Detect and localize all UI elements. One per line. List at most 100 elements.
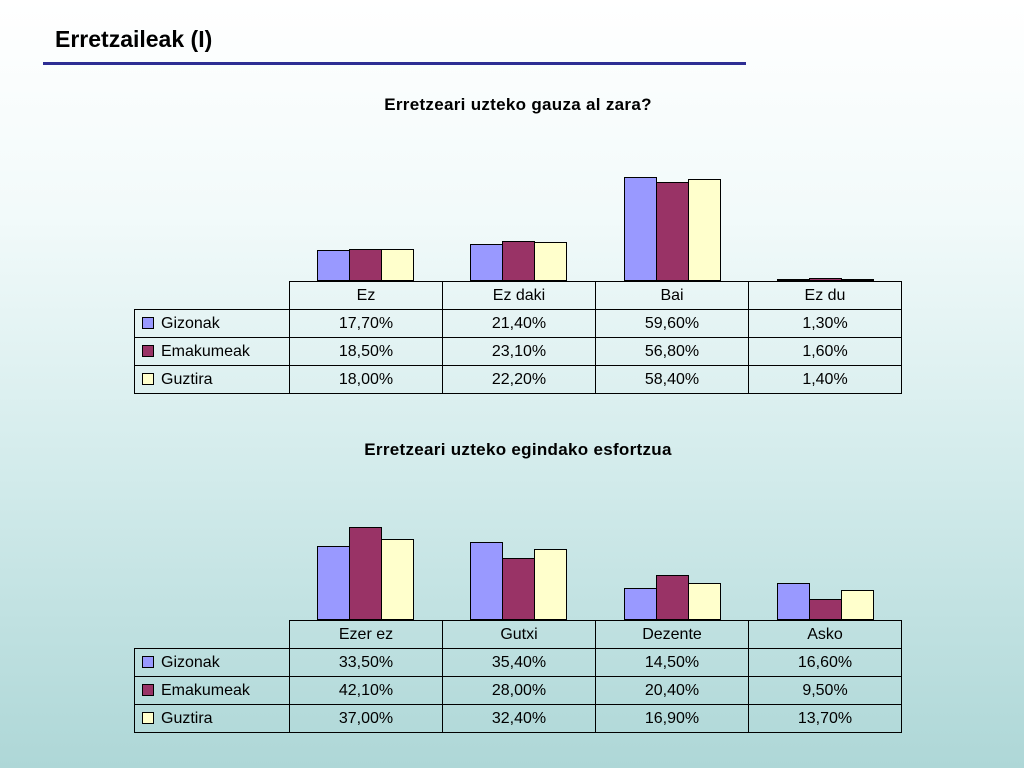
table-corner-cell [135, 282, 290, 310]
legend-swatch-guztira-icon [142, 711, 154, 724]
bar-group-bai [596, 177, 749, 281]
data-table: Ez Ez daki Bai Ez du Gizonak 17,70% 21,40% 59,6… [134, 281, 902, 394]
bar-gizonak-ez [317, 250, 351, 281]
bar-group-asko [749, 583, 902, 620]
series-name: Gizonak [161, 314, 220, 332]
legend-cell: Gizonak [134, 648, 290, 677]
table-row: Emakumeak 42,10% 28,00% 20,40% 9,50% [134, 676, 902, 705]
table-value-cell: 18,00% [289, 365, 443, 394]
chart-title: Erretzeari uzteko gauza al zara? [384, 95, 652, 114]
chart-title: Erretzeari uzteko egindako esfortzua [364, 440, 672, 459]
legend-swatch-emakumeak-icon [142, 344, 154, 357]
table-value-cell: 35,40% [442, 648, 596, 677]
table-value-cell: 1,30% [748, 309, 902, 338]
table-value-cell: 23,10% [442, 337, 596, 366]
table-value-cell: 28,00% [442, 676, 596, 705]
bar-guztira-ez-daki [534, 242, 568, 281]
table-value-cell: 22,20% [442, 365, 596, 394]
bar-gizonak-gutxi [470, 542, 504, 620]
bar-guztira-dezente [687, 583, 721, 620]
table-value-cell: 56,80% [595, 337, 749, 366]
page-title: Erretzaileak (I) [55, 26, 213, 52]
legend-cell: Emakumeak [134, 337, 290, 366]
bar-guztira-gutxi [534, 549, 568, 620]
bar-emakumeak-gutxi [502, 558, 536, 620]
table-row: Guztira 37,00% 32,40% 16,90% 13,70% [134, 704, 902, 733]
bar-emakumeak-ez-daki [502, 241, 536, 281]
table-value-cell: 32,40% [442, 704, 596, 733]
chart-data-table: Ezer ez Gutxi Dezente Asko Gizonak 33,50% 35,4… [134, 620, 902, 733]
table-corner-cell [135, 621, 290, 649]
legend-cell: Guztira [134, 704, 290, 733]
legend-swatch-gizonak-icon [142, 316, 154, 329]
bar-emakumeak-dezente [655, 575, 689, 620]
bar-gizonak-asko [776, 583, 810, 620]
table-value-cell: 21,40% [442, 309, 596, 338]
table-row: Gizonak 17,70% 21,40% 59,60% 1,30% [134, 309, 902, 338]
table-value-cell: 9,50% [748, 676, 902, 705]
chart-data-table: Ez Ez daki Bai Ez du Gizonak 17,70% 21,40% 59,6… [134, 281, 902, 394]
table-header-cell: Ez daki [442, 281, 596, 310]
chart-quit-effort: Erretzeari uzteko egindako esfortzua Eze… [134, 440, 902, 733]
table-value-cell: 17,70% [289, 309, 443, 338]
bar-emakumeak-ezer-ez [349, 527, 383, 620]
table-value-cell: 37,00% [289, 704, 443, 733]
chart-plot-area [134, 141, 902, 281]
bar-emakumeak-asko [808, 599, 842, 620]
bar-gizonak-bai [623, 177, 657, 281]
table-header-cell: Ezer ez [289, 620, 443, 649]
data-table: Ezer ez Gutxi Dezente Asko Gizonak 33,50% 35,4… [134, 620, 902, 733]
table-header-cell: Ez du [748, 281, 902, 310]
table-header-cell: Gutxi [442, 620, 596, 649]
bar-group-gutxi [442, 542, 595, 620]
legend-swatch-gizonak-icon [142, 655, 154, 668]
table-value-cell: 1,40% [748, 365, 902, 394]
bar-guztira-ez-du [840, 279, 874, 281]
legend-cell: Guztira [134, 365, 290, 394]
bar-gizonak-ezer-ez [317, 546, 351, 620]
bar-guztira-asko [840, 590, 874, 620]
bar-guztira-ezer-ez [381, 539, 415, 620]
series-name: Emakumeak [161, 681, 250, 699]
bar-group-ez-du [749, 278, 902, 281]
table-header-cell: Dezente [595, 620, 749, 649]
table-header-cell: Bai [595, 281, 749, 310]
chart-plot-area [134, 510, 902, 620]
table-row: Guztira 18,00% 22,20% 58,40% 1,40% [134, 365, 902, 394]
bar-gizonak-ez-daki [470, 244, 504, 281]
table-value-cell: 42,10% [289, 676, 443, 705]
legend-cell: Emakumeak [134, 676, 290, 705]
table-value-cell: 1,60% [748, 337, 902, 366]
bar-group-ez-daki [442, 241, 595, 281]
table-value-cell: 16,90% [595, 704, 749, 733]
bar-guztira-ez [381, 249, 415, 281]
table-header-cell: Asko [748, 620, 902, 649]
bar-group-ezer-ez [289, 527, 442, 620]
table-value-cell: 14,50% [595, 648, 749, 677]
series-name: Gizonak [161, 653, 220, 671]
table-value-cell: 59,60% [595, 309, 749, 338]
legend-cell: Gizonak [134, 309, 290, 338]
series-name: Guztira [161, 709, 213, 727]
legend-swatch-emakumeak-icon [142, 683, 154, 696]
bar-gizonak-dezente [623, 588, 657, 620]
series-name: Emakumeak [161, 342, 250, 360]
table-value-cell: 33,50% [289, 648, 443, 677]
bar-guztira-bai [687, 179, 721, 281]
table-row: Gizonak 33,50% 35,40% 14,50% 16,60% [134, 648, 902, 677]
bar-emakumeak-ez [349, 249, 383, 281]
legend-swatch-guztira-icon [142, 372, 154, 385]
title-underline [43, 62, 746, 65]
table-value-cell: 16,60% [748, 648, 902, 677]
table-header-cell: Ez [289, 281, 443, 310]
bar-group-ez [289, 249, 442, 281]
table-value-cell: 20,40% [595, 676, 749, 705]
bar-group-dezente [596, 575, 749, 620]
table-value-cell: 13,70% [748, 704, 902, 733]
bar-gizonak-ez-du [776, 279, 810, 281]
bar-emakumeak-ez-du [808, 278, 842, 281]
table-value-cell: 58,40% [595, 365, 749, 394]
table-row: Emakumeak 18,50% 23,10% 56,80% 1,60% [134, 337, 902, 366]
table-value-cell: 18,50% [289, 337, 443, 366]
